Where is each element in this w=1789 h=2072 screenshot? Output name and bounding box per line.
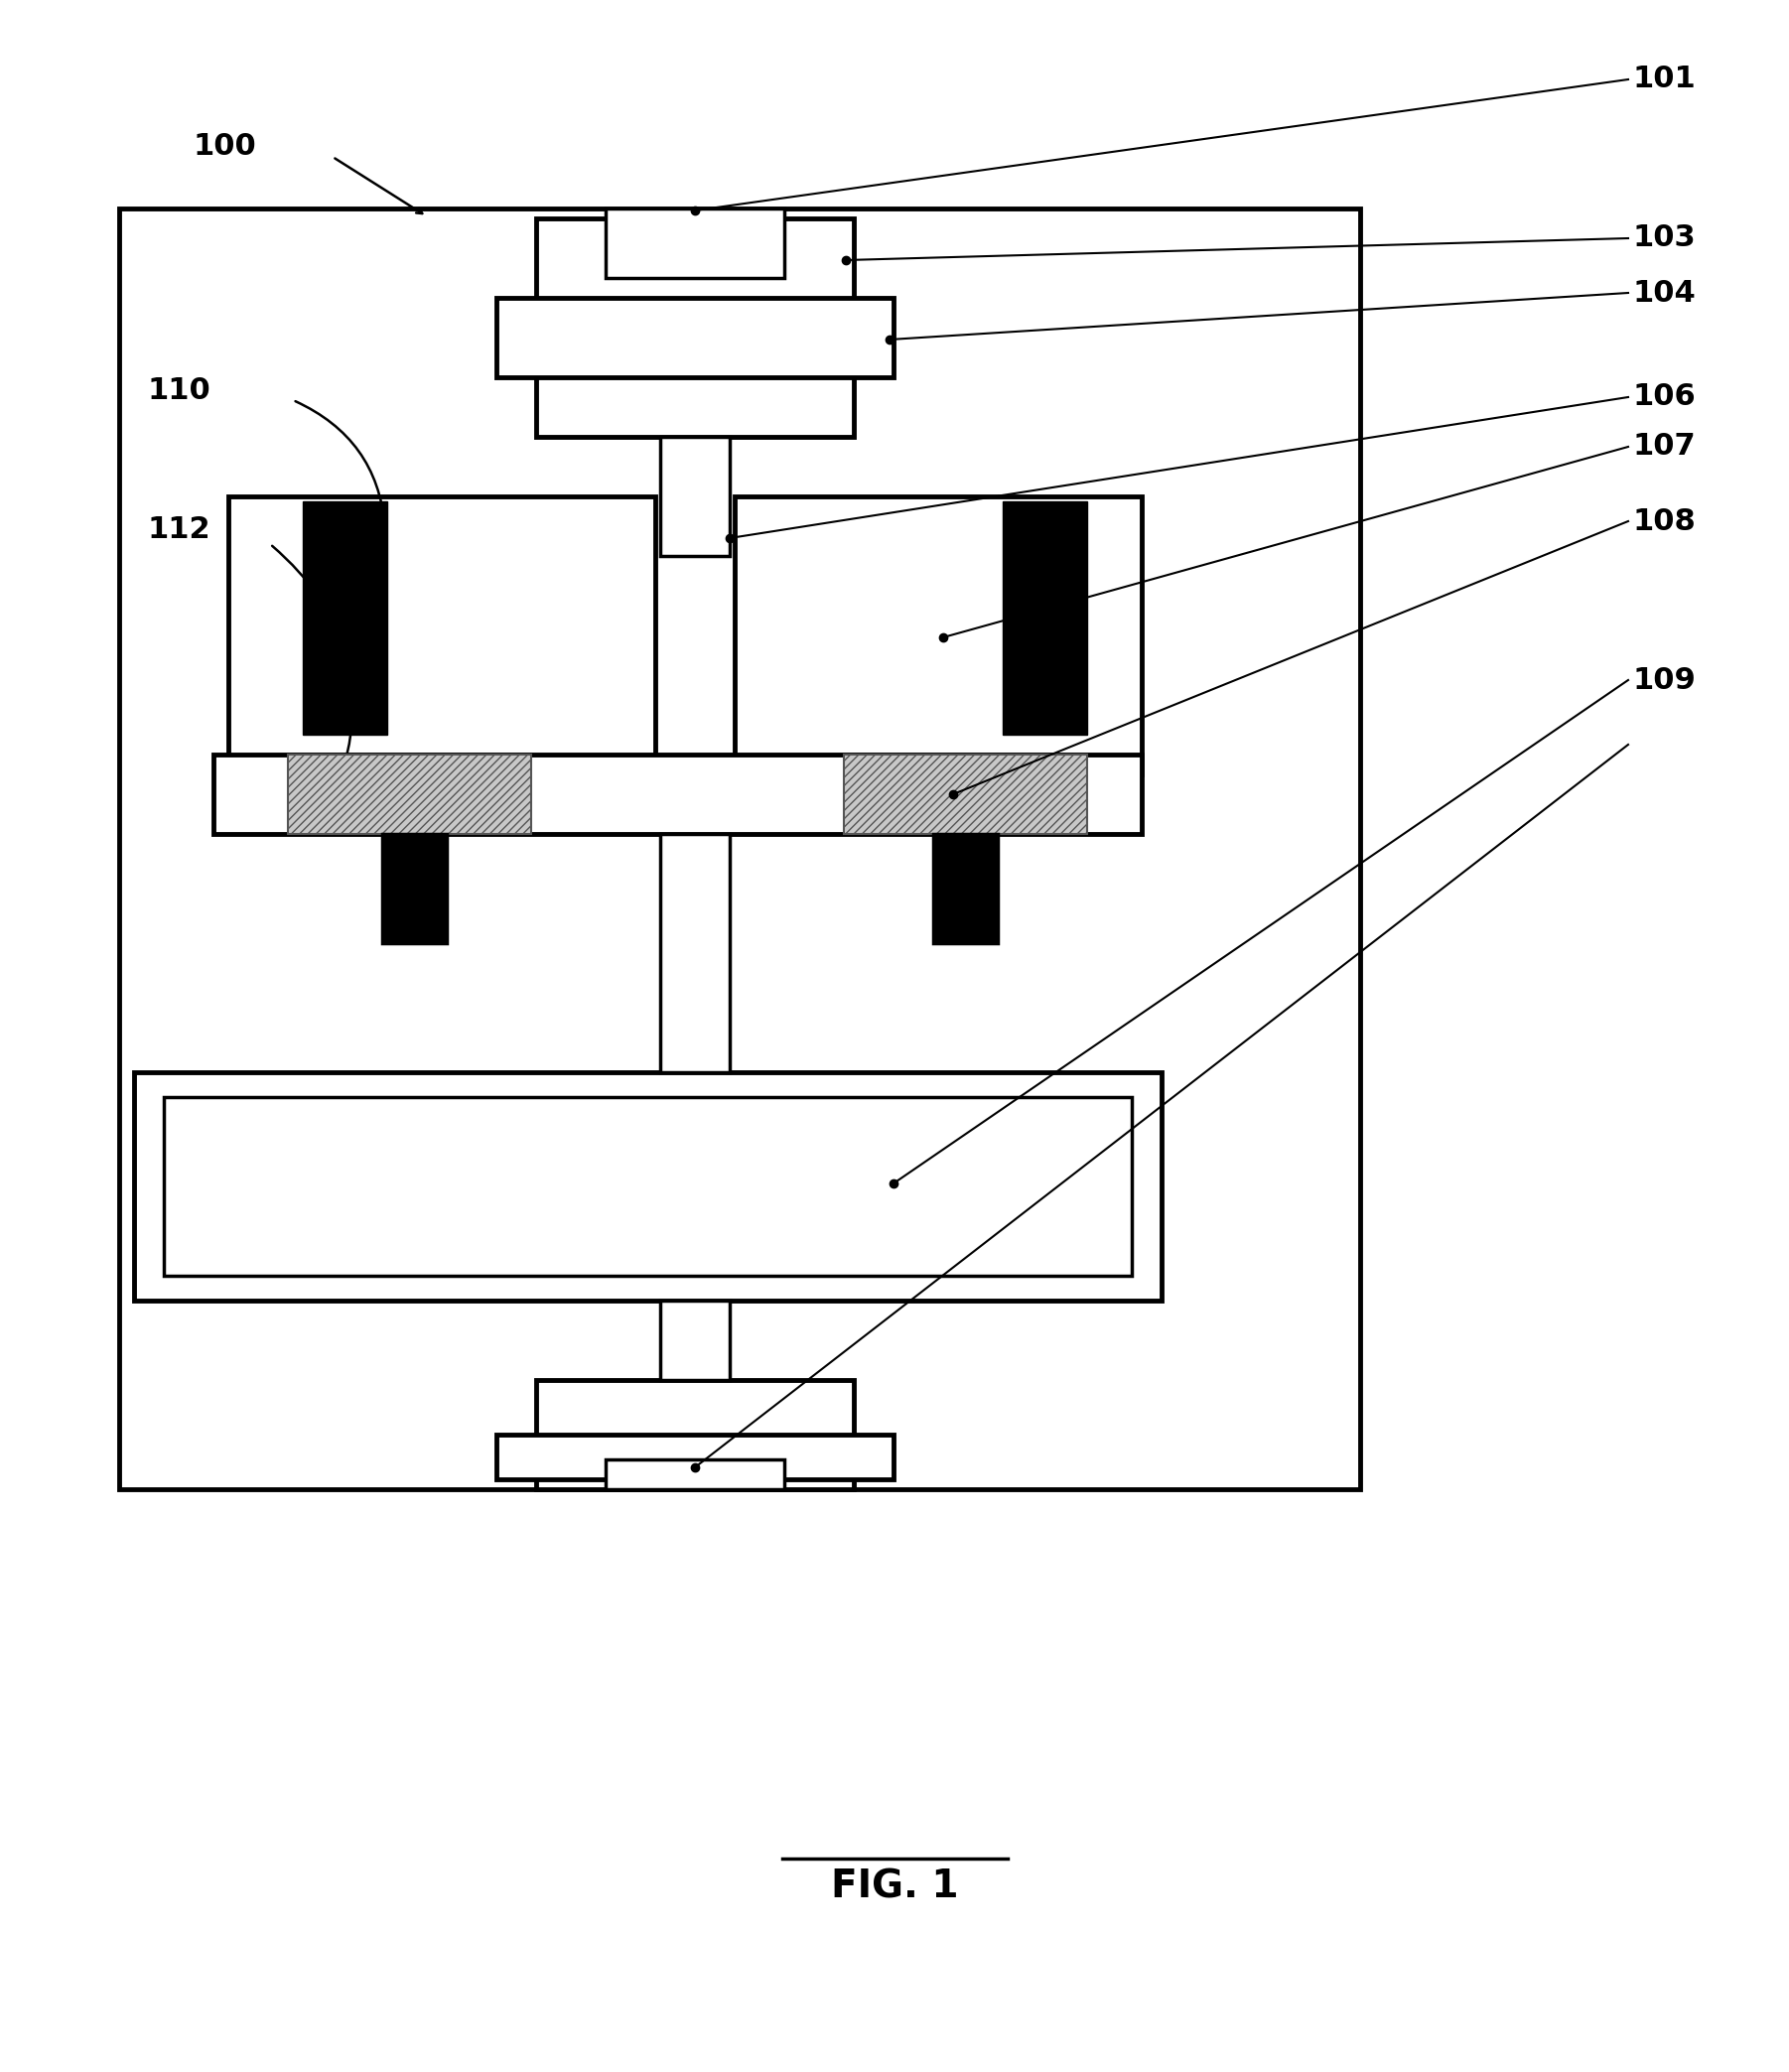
Bar bbox=[537, 218, 853, 437]
Text: 106: 106 bbox=[1633, 383, 1696, 412]
Bar bbox=[606, 1459, 784, 1490]
Bar bbox=[288, 754, 531, 833]
Bar bbox=[537, 1380, 853, 1490]
Text: 107: 107 bbox=[1633, 433, 1696, 462]
Bar bbox=[606, 209, 784, 278]
Bar bbox=[660, 833, 730, 1071]
Bar bbox=[134, 1071, 1161, 1301]
Bar bbox=[229, 497, 655, 775]
Text: 104: 104 bbox=[1633, 278, 1696, 307]
Bar bbox=[735, 497, 1141, 775]
Text: 103: 103 bbox=[1633, 224, 1696, 253]
Bar bbox=[302, 501, 386, 736]
Bar bbox=[660, 437, 730, 555]
Bar bbox=[660, 1301, 730, 1380]
Bar bbox=[165, 1096, 1132, 1276]
Bar bbox=[934, 833, 998, 943]
Bar bbox=[213, 754, 1141, 833]
Text: FIG. 1: FIG. 1 bbox=[830, 1867, 959, 1906]
Text: 110: 110 bbox=[147, 375, 211, 404]
Bar bbox=[496, 1434, 893, 1479]
Text: 101: 101 bbox=[1633, 64, 1696, 93]
Bar bbox=[120, 209, 1360, 1490]
Bar bbox=[496, 298, 893, 377]
Bar bbox=[383, 833, 447, 943]
Text: 108: 108 bbox=[1633, 508, 1696, 537]
Text: 109: 109 bbox=[1633, 665, 1696, 694]
Bar bbox=[1002, 501, 1088, 736]
Text: 112: 112 bbox=[147, 514, 209, 543]
Bar bbox=[844, 754, 1088, 833]
Text: 100: 100 bbox=[193, 133, 258, 162]
